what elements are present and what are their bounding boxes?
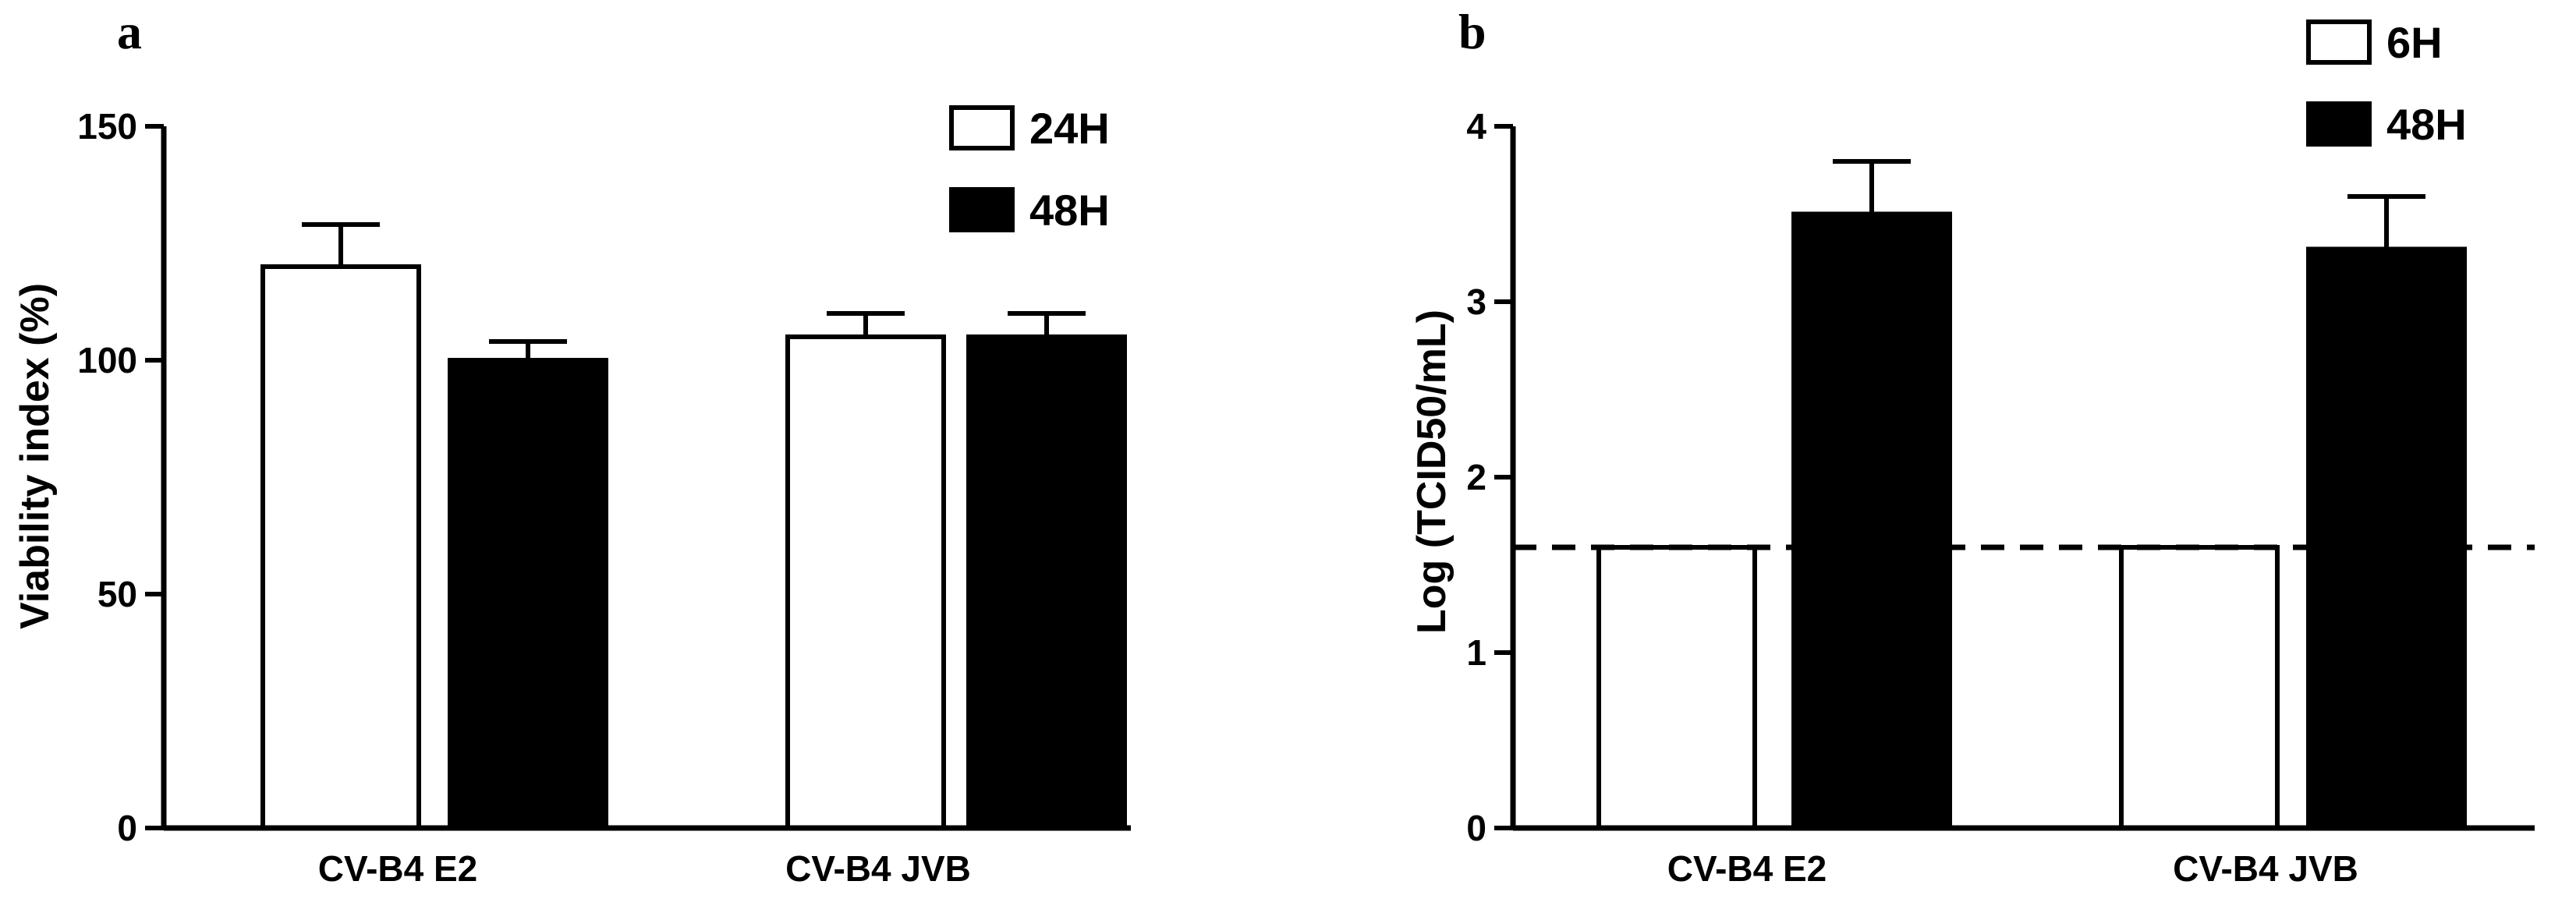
panel-b-letter: b: [1458, 4, 1486, 59]
panel-b-y-tick-label-3: 3: [1466, 281, 1486, 322]
panel-b-bar-1-1: [2306, 246, 2467, 830]
panel-a-x-tick-labels: CV-B4 E2 CV-B4 JVB: [318, 848, 971, 889]
panel-a-y-tick-label-0: 0: [117, 808, 137, 848]
panel-a-bar-1-0: [448, 358, 608, 830]
panel-a-bar-0-0: [260, 264, 421, 830]
panel-a-legend-swatch-48h: [949, 187, 1015, 232]
panel-a-x-tick-label-0: CV-B4 E2: [318, 848, 478, 889]
panel-b-legend-swatch-6h: [2306, 19, 2372, 65]
panel-b-x-tick-label-1: CV-B4 JVB: [2173, 848, 2358, 889]
panel-a-error-bars: [302, 222, 1086, 360]
panel-a-bar-0-1: [785, 334, 946, 830]
panel-b-y-tick-label-2: 2: [1466, 457, 1486, 497]
panel-b-y-tick-label-1: 1: [1466, 632, 1486, 673]
panel-a-y-axis-label: Viability index (%): [12, 283, 58, 629]
panel-b-y-ticks: 0 1 2 3 4: [1466, 106, 1513, 848]
panel-b-legend: 6H 48H: [2306, 18, 2467, 149]
panel-a-y-tick-label-2: 100: [77, 340, 137, 380]
panel-b-x-tick-labels: CV-B4 E2 CV-B4 JVB: [1667, 848, 2358, 889]
panel-b-bar-1-0: [1791, 211, 1952, 830]
panel-b-legend-label-48h: 48H: [2386, 100, 2467, 149]
panel-a-y-tick-label-3: 150: [77, 106, 137, 147]
panel-a-legend: 24H 48H: [949, 104, 1110, 235]
panel-a-letter: a: [117, 4, 142, 59]
panel-b-y-axis-label: Log (TCID50/mL): [1409, 310, 1455, 634]
panel-b-bar-0-0: [1596, 545, 1757, 830]
panel-a-legend-label-48h: 48H: [1029, 186, 1110, 235]
panel-b-y-tick-label-4: 4: [1466, 106, 1486, 147]
panel-b-bar-0-1: [2119, 545, 2280, 830]
panel-a-y-ticks: 0 50 100 150: [77, 106, 164, 848]
panel-a-x-tick-label-1: CV-B4 JVB: [785, 848, 971, 889]
panel-b-y-tick-label-0: 0: [1466, 808, 1486, 848]
panel-a-chart: a Viability index (%) 0 50 100 150 CV-B4 E2…: [12, 4, 1131, 889]
panel-b-x-tick-label-0: CV-B4 E2: [1667, 848, 1827, 889]
panel-b-bars: [1596, 211, 2467, 830]
panel-b-chart: b Log (TCID50/mL) 0 1 2 3 4 CV-B4 E2 CV-B4 JV…: [1409, 4, 2535, 889]
panel-b-error-bars: [1833, 159, 2425, 249]
panel-a-legend-swatch-24h: [949, 105, 1015, 150]
panel-a-legend-label-24h: 24H: [1029, 104, 1110, 153]
panel-b-legend-swatch-48h: [2306, 101, 2372, 147]
panel-a-y-tick-label-1: 50: [97, 574, 137, 614]
panel-a-bars: [260, 264, 1127, 830]
panel-a-bar-1-1: [966, 334, 1127, 830]
panel-b-legend-label-6h: 6H: [2386, 18, 2443, 67]
